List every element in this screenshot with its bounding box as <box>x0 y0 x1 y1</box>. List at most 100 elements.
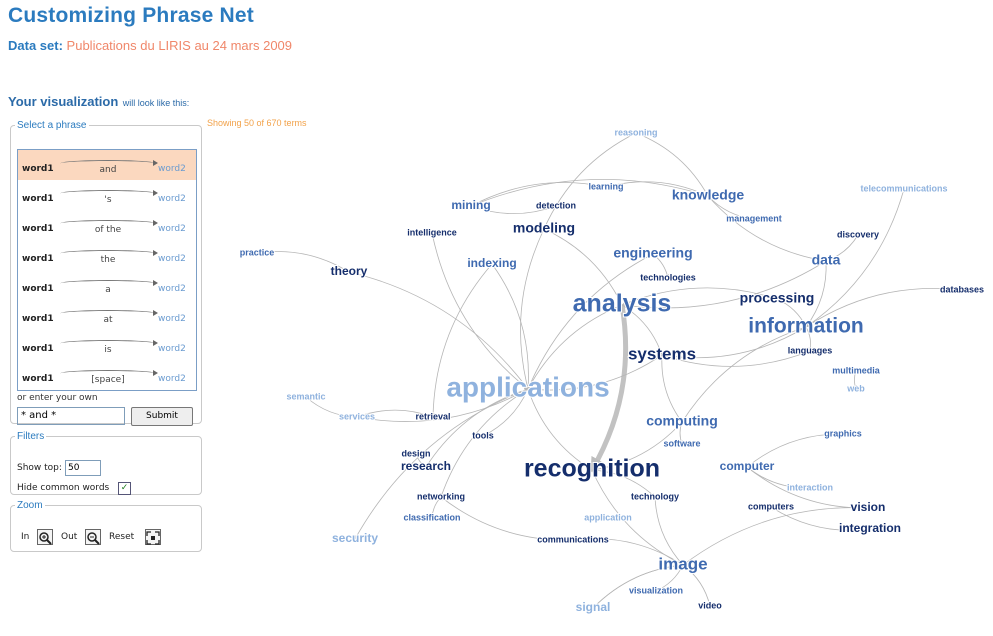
phrase-option[interactable]: word1 a word2 <box>18 270 196 300</box>
term-image[interactable]: image <box>657 553 708 574</box>
zoom-reset-label: Reset <box>109 532 135 542</box>
term-signal[interactable]: signal <box>575 599 612 615</box>
term-interaction[interactable]: interaction <box>786 481 834 493</box>
phrase-word2: word2 <box>158 224 186 234</box>
term-learning[interactable]: learning <box>587 180 624 192</box>
zoom-reset-button[interactable] <box>145 529 161 545</box>
term-analysis[interactable]: analysis <box>572 289 673 319</box>
term-languages[interactable]: languages <box>787 344 834 356</box>
term-theory[interactable]: theory <box>330 263 369 279</box>
phrase-option[interactable]: word1 and word2 <box>18 150 196 180</box>
phrase-option[interactable]: word1 of the word2 <box>18 210 196 240</box>
submit-button[interactable]: Submit <box>131 407 193 426</box>
term-knowledge[interactable]: knowledge <box>671 186 746 204</box>
phrase-connector-arc <box>60 190 158 197</box>
term-retrieval[interactable]: retrieval <box>414 410 451 422</box>
phrase-list[interactable]: word1 and word2 word1's word2 word1 of the word… <box>17 149 197 391</box>
graph-edge <box>431 263 493 418</box>
phrase-word1: word1 <box>22 314 54 324</box>
show-top-input[interactable]: 50 <box>65 460 101 476</box>
zoom-in-button[interactable] <box>37 529 53 545</box>
term-computers[interactable]: computers <box>747 500 795 512</box>
term-indexing[interactable]: indexing <box>466 255 517 271</box>
term-recognition[interactable]: recognition <box>523 454 661 484</box>
zoom-in-icon <box>39 532 52 545</box>
term-research[interactable]: research <box>400 458 452 474</box>
term-processing[interactable]: processing <box>739 289 816 307</box>
phrase-option[interactable]: word1 at word2 <box>18 300 196 330</box>
graph-edge <box>470 178 709 207</box>
graph-edge <box>431 232 529 390</box>
graph-edge <box>621 260 827 309</box>
term-web[interactable]: web <box>845 382 866 394</box>
phrase-connector-arc <box>60 250 158 257</box>
graph-edge <box>527 253 654 390</box>
zoom-out-button[interactable] <box>85 529 101 545</box>
term-software[interactable]: software <box>662 437 701 449</box>
term-telecommunications[interactable]: telecommunications <box>859 182 948 194</box>
term-management[interactable]: management <box>725 212 783 224</box>
graph-edge <box>635 132 709 197</box>
term-video[interactable]: video <box>697 599 723 611</box>
phrase-middle: 's <box>104 195 112 205</box>
term-semantic[interactable]: semantic <box>285 390 326 402</box>
graph-edge <box>527 388 593 471</box>
term-systems[interactable]: systems <box>627 343 697 364</box>
show-top-label: Show top: <box>17 463 62 473</box>
term-visualization[interactable]: visualization <box>628 584 684 596</box>
phrase-middle: at <box>103 315 113 325</box>
term-databases[interactable]: databases <box>939 283 985 295</box>
graph-edge <box>661 350 811 367</box>
graph-edge <box>770 506 871 531</box>
phrase-word2: word2 <box>158 314 186 324</box>
term-practice[interactable]: practice <box>239 246 276 258</box>
graph-edge <box>661 354 683 423</box>
term-engineering[interactable]: engineering <box>612 244 693 262</box>
graph-edge <box>356 409 434 418</box>
term-technology[interactable]: technology <box>630 490 680 502</box>
term-computer[interactable]: computer <box>719 458 776 474</box>
phrase-option[interactable]: word1 's word2 <box>18 180 196 210</box>
graph-edge <box>348 271 529 390</box>
term-security[interactable]: security <box>331 530 379 546</box>
term-networking[interactable]: networking <box>416 490 466 502</box>
graph-edge <box>543 132 637 230</box>
term-tools[interactable]: tools <box>471 429 495 441</box>
term-application[interactable]: application <box>583 511 633 523</box>
term-reasoning[interactable]: reasoning <box>613 126 658 138</box>
hide-common-words-label: Hide common words <box>17 483 110 493</box>
zoom-out-label: Out <box>61 532 78 542</box>
phrase-middle: the <box>100 255 116 265</box>
graph-edge <box>356 388 529 422</box>
term-data[interactable]: data <box>811 251 842 269</box>
term-services[interactable]: services <box>338 410 376 422</box>
term-communications[interactable]: communications <box>536 533 610 545</box>
phrase-option[interactable]: word1 is word2 <box>18 330 196 360</box>
term-classification[interactable]: classification <box>402 511 461 523</box>
term-mining[interactable]: mining <box>450 197 491 213</box>
phrase-word1: word1 <box>22 284 54 294</box>
term-applications[interactable]: applications <box>445 370 610 403</box>
term-technologies[interactable]: technologies <box>639 271 697 283</box>
term-multimedia[interactable]: multimedia <box>831 364 882 376</box>
term-design[interactable]: design <box>400 447 431 459</box>
term-discovery[interactable]: discovery <box>836 228 880 240</box>
term-intelligence[interactable]: intelligence <box>406 226 458 238</box>
phrase-option[interactable]: word1 [space] word2 <box>18 360 196 390</box>
term-information[interactable]: information <box>747 314 865 339</box>
graph-edge <box>305 396 358 419</box>
own-phrase-input[interactable]: * and * <box>17 407 125 425</box>
term-modeling[interactable]: modeling <box>512 219 576 237</box>
graph-edge <box>707 195 755 221</box>
graph-edge <box>661 326 807 359</box>
term-graphics[interactable]: graphics <box>823 427 863 439</box>
term-integration[interactable]: integration <box>838 520 902 536</box>
term-detection[interactable]: detection <box>535 199 577 211</box>
hide-common-words-checkbox[interactable]: ✓ <box>118 482 131 495</box>
term-vision[interactable]: vision <box>850 499 887 515</box>
graph-edge <box>520 228 545 390</box>
term-computing[interactable]: computing <box>645 412 719 430</box>
phrase-option[interactable]: word1 the word2 <box>18 240 196 270</box>
dataset-label: Data set: <box>8 38 63 53</box>
